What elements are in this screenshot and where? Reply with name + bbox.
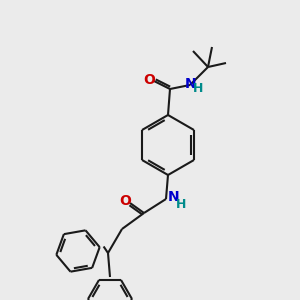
- Text: O: O: [143, 73, 155, 87]
- Text: N: N: [185, 77, 197, 91]
- Text: H: H: [176, 197, 186, 211]
- Text: N: N: [168, 190, 180, 204]
- Text: H: H: [193, 82, 203, 95]
- Text: O: O: [119, 194, 131, 208]
